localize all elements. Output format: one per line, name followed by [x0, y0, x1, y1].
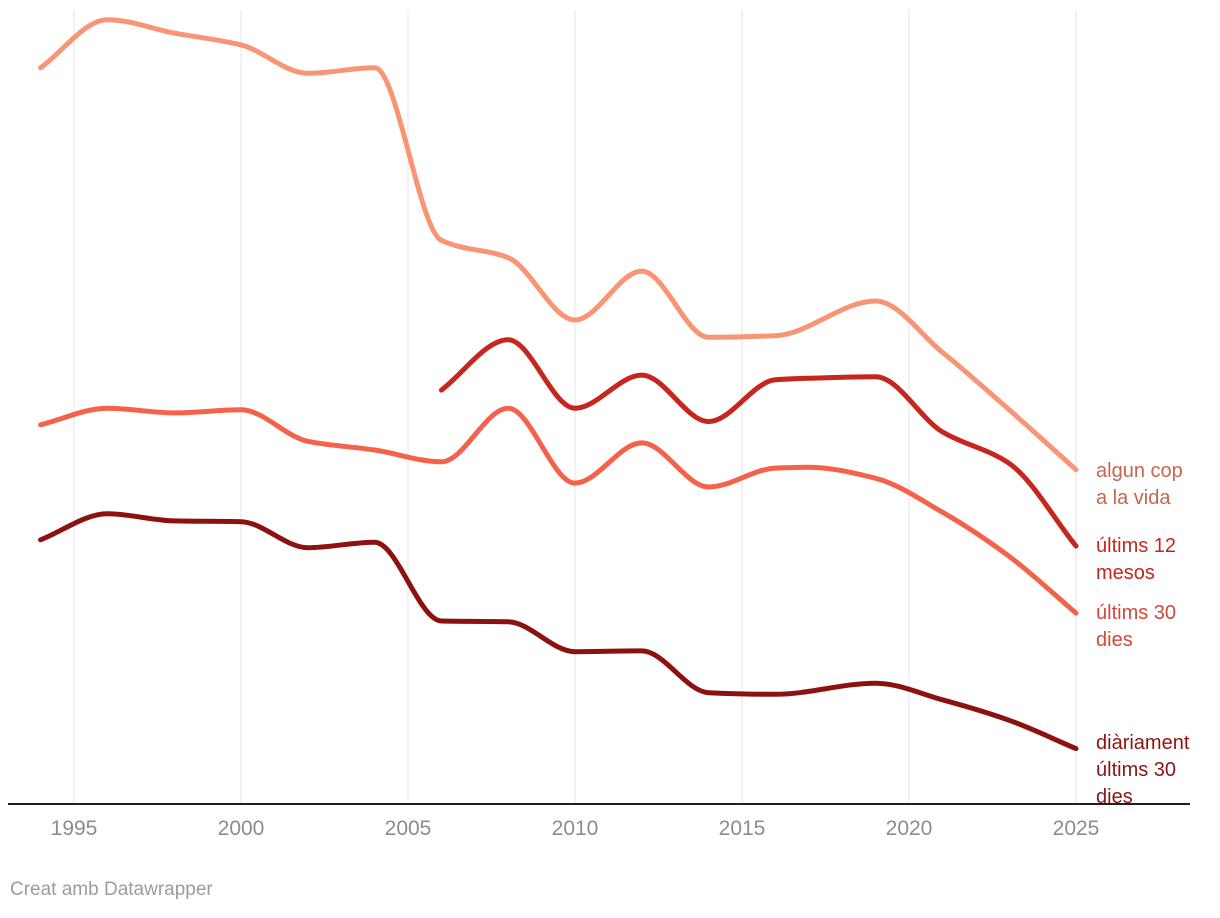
x-tick-label-2000: 2000 — [218, 817, 265, 840]
x-tick-label-2020: 2020 — [886, 817, 933, 840]
x-tick-label-2025: 2025 — [1053, 817, 1100, 840]
series-line-ultims-30-dies — [38, 405, 1079, 616]
series-line-ultims-12-mesos — [438, 337, 1079, 549]
series-line-algun-cop-a-la-vida — [38, 17, 1079, 473]
x-tick-label-2005: 2005 — [385, 817, 432, 840]
series-line-diariament-ultims-30-dies — [38, 511, 1079, 752]
attribution-prefix: Creat amb — [10, 879, 104, 900]
x-tick-label-2015: 2015 — [719, 817, 766, 840]
x-tick-label-2010: 2010 — [552, 817, 599, 840]
series-label-ultims-12-mesos: últims 12 mesos — [1096, 535, 1177, 584]
series-label-ultims-30-dies: últims 30 dies — [1096, 602, 1177, 651]
series-label-diariament-ultims-30-dies: diàriament últims 30 dies — [1096, 732, 1190, 808]
x-tick-label-1995: 1995 — [51, 817, 98, 840]
datawrapper-link[interactable]: Datawrapper — [103, 879, 213, 900]
attribution: Creat amb Datawrapper — [10, 879, 213, 901]
series-label-algun-cop-a-la-vida: algun cop a la vida — [1096, 460, 1183, 509]
